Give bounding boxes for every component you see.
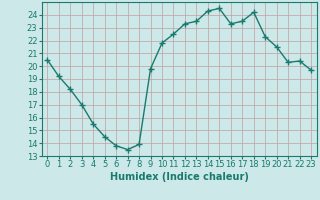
X-axis label: Humidex (Indice chaleur): Humidex (Indice chaleur) bbox=[110, 172, 249, 182]
